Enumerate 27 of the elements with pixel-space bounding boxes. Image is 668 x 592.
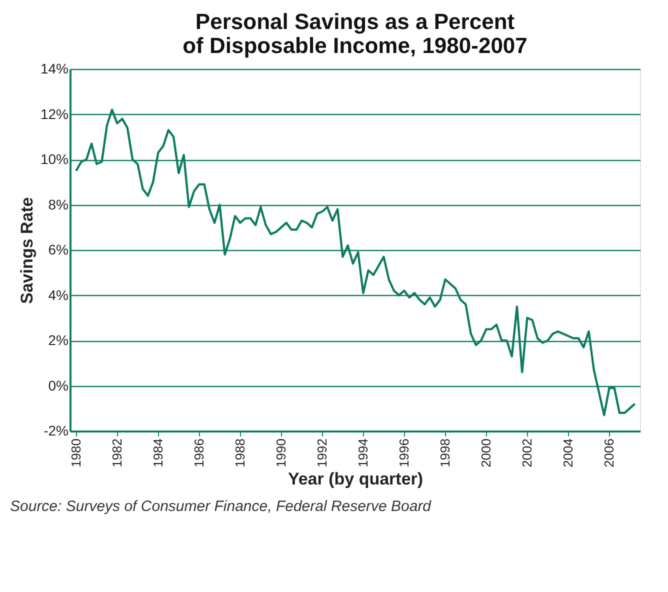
- x-tick-label: 1994: [356, 438, 371, 468]
- y-axis-title: Savings Rate: [17, 197, 36, 304]
- source-note: Source: Surveys of Consumer Finance, Federal Reserve Board: [10, 498, 432, 515]
- x-tick-label: 1998: [438, 438, 453, 468]
- x-tick-label: 1982: [110, 438, 125, 468]
- x-tick-label: 1986: [192, 438, 207, 468]
- x-tick-label: 2000: [478, 438, 494, 468]
- y-tick-label: 12%: [40, 106, 68, 122]
- x-tick-label: 1996: [396, 438, 412, 468]
- x-tick-label: 2002: [520, 438, 535, 468]
- x-tick-label: 1984: [150, 438, 166, 468]
- x-tick-label: 1980: [68, 438, 84, 468]
- y-tick-label: 2%: [48, 332, 68, 348]
- x-axis-title: Year (by quarter): [288, 469, 424, 488]
- y-tick-label: 14%: [40, 60, 68, 76]
- y-tick-label: -2%: [44, 422, 68, 438]
- x-tick-label: 2006: [602, 438, 617, 468]
- x-tick-label: 1988: [232, 438, 248, 468]
- x-tick-label: 1990: [274, 438, 289, 468]
- y-tick-label: 0%: [48, 377, 68, 394]
- y-tick-label: 4%: [48, 286, 68, 303]
- chart-title: Personal Savings as a Percent of Disposable Income, 1980-2007: [182, 9, 528, 58]
- y-tick-label: 10%: [40, 151, 68, 167]
- x-tick-label: 1992: [314, 438, 330, 468]
- y-tick-label: 6%: [48, 242, 68, 258]
- y-tick-label: 8%: [48, 196, 68, 212]
- x-tick-label: 2004: [560, 438, 576, 468]
